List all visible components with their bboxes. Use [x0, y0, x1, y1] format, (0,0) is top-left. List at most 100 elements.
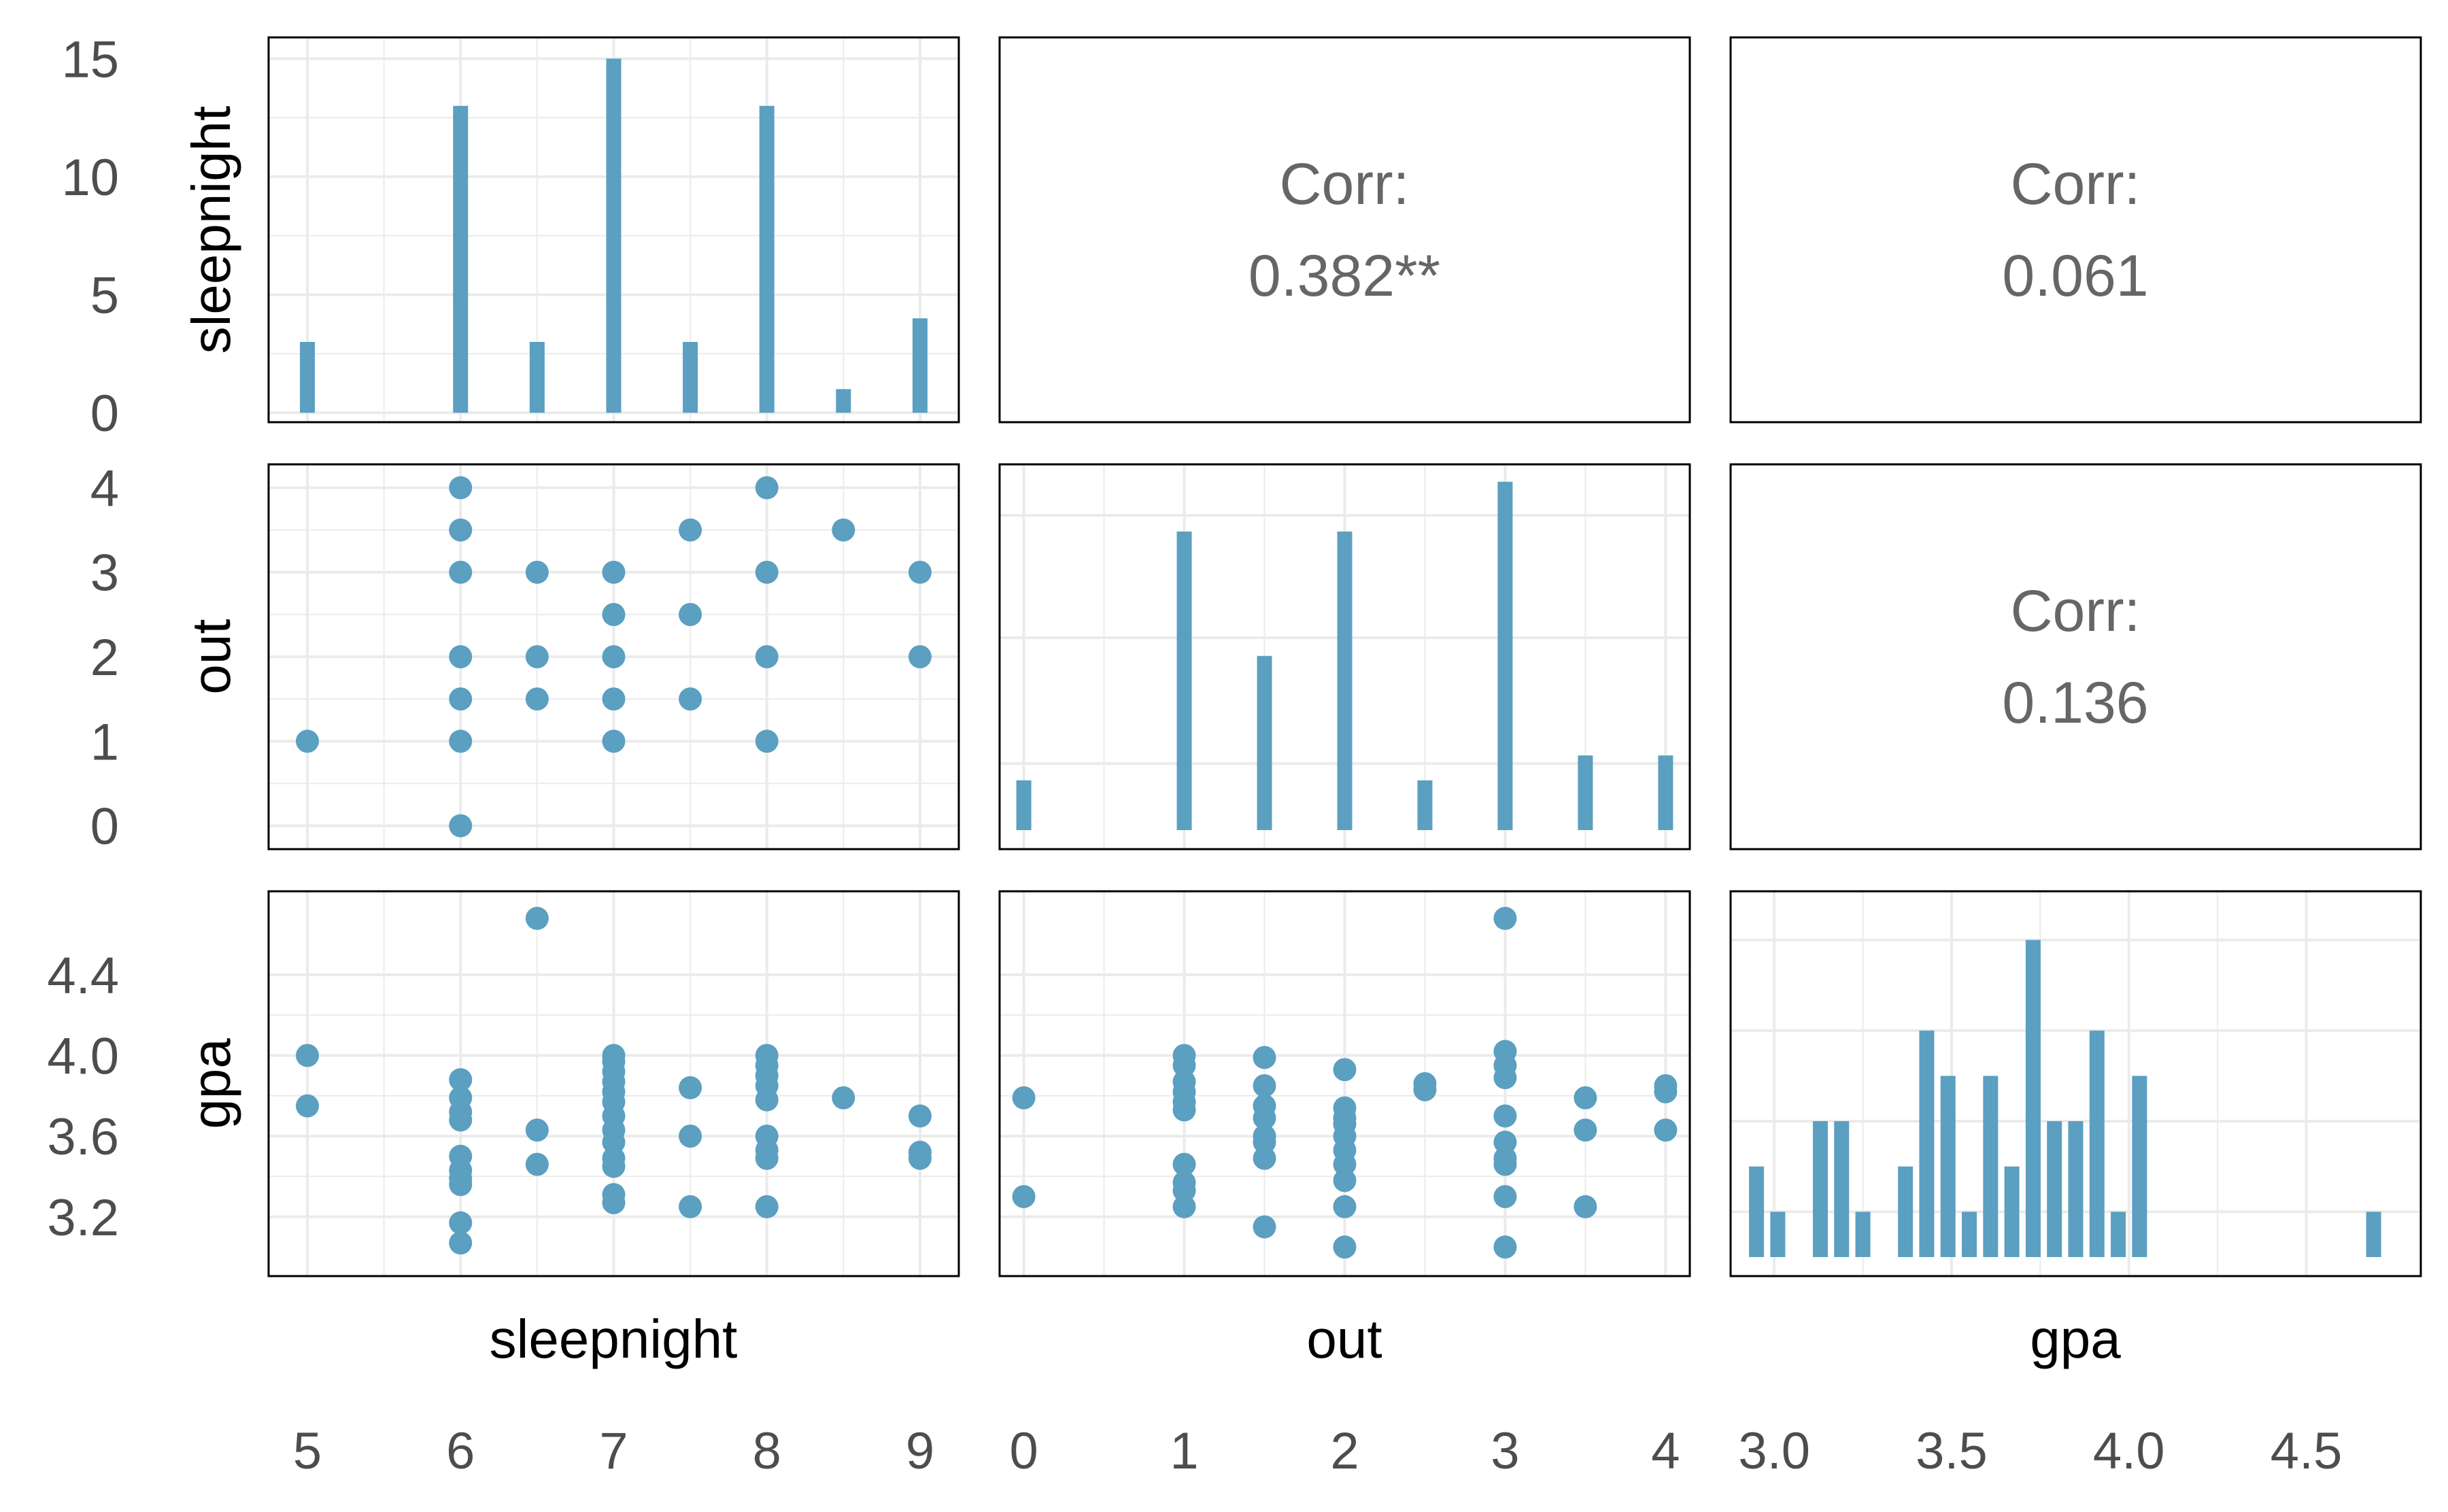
hist-bar-gpa	[2004, 1166, 2020, 1257]
corr-value-sleepnight-gpa: 0.061	[2002, 243, 2148, 309]
panel-frame-1-2	[998, 36, 1691, 424]
scatter-point-sleepnight-gpa	[679, 1124, 702, 1148]
row-label-out: out	[181, 619, 241, 694]
hist-bar-sleepnight	[300, 341, 316, 413]
scatter-point-sleepnight-gpa	[296, 1094, 320, 1118]
scatter-point-out-gpa	[1253, 1215, 1276, 1239]
y-tick-label-sleepnight: 15	[61, 31, 119, 88]
hist-bar-gpa	[1749, 1166, 1765, 1257]
y-tick-label-sleepnight: 10	[61, 149, 119, 207]
hist-bar-out	[1257, 655, 1272, 830]
scatter-point-out-gpa	[1493, 1235, 1517, 1259]
scatter-point-sleepnight-out	[679, 518, 702, 542]
scatter-point-out-gpa	[1493, 1104, 1517, 1128]
scatter-point-sleepnight-out	[602, 560, 626, 584]
scatter-point-sleepnight-out	[449, 560, 473, 584]
hist-bar-sleepnight	[683, 341, 698, 413]
scatter-point-out-gpa	[1172, 1098, 1196, 1122]
scatter-point-sleepnight-gpa	[755, 1146, 779, 1170]
scatter-point-sleepnight-out	[449, 814, 473, 838]
y-tick-label-gpa: 3.2	[47, 1189, 119, 1247]
scatter-point-sleepnight-out	[908, 645, 932, 668]
y-tick-label-sleepnight: 0	[90, 385, 119, 443]
hist-bar-gpa	[2111, 1212, 2126, 1257]
y-tick-label-out: 4	[90, 460, 119, 517]
scatter-point-sleepnight-out	[602, 729, 626, 753]
hist-bar-gpa	[1770, 1212, 1786, 1257]
scatter-point-sleepnight-out	[755, 729, 779, 753]
hist-bar-gpa	[1919, 1030, 1935, 1257]
scatter-point-out-gpa	[1253, 1106, 1276, 1130]
y-tick-label-gpa: 4.4	[47, 947, 119, 1005]
scatter-point-out-gpa	[1493, 1131, 1517, 1154]
scatter-point-sleepnight-gpa	[525, 1152, 549, 1176]
x-tick-label-sleepnight: 7	[599, 1422, 628, 1480]
scatter-point-sleepnight-gpa	[602, 1190, 626, 1214]
x-tick-label-out: 1	[1170, 1422, 1198, 1480]
scatter-point-sleepnight-out	[602, 602, 626, 626]
scatter-point-out-gpa	[1012, 1086, 1036, 1110]
scatter-point-sleepnight-out	[525, 645, 549, 668]
hist-bar-gpa	[1898, 1166, 1914, 1257]
scatter-point-out-gpa	[1654, 1118, 1678, 1142]
x-tick-label-gpa: 4.0	[2093, 1422, 2165, 1480]
scatter-point-sleepnight-gpa	[908, 1146, 932, 1170]
scatter-point-out-gpa	[1574, 1086, 1597, 1110]
hist-bar-out	[1658, 755, 1673, 830]
hist-bar-gpa	[1855, 1212, 1871, 1257]
scatter-point-sleepnight-out	[525, 687, 549, 711]
scatter-point-out-gpa	[1574, 1195, 1597, 1218]
y-tick-label-gpa: 3.6	[47, 1108, 119, 1166]
hist-bar-gpa	[1812, 1121, 1828, 1257]
x-tick-label-out: 2	[1330, 1422, 1359, 1480]
scatter-point-out-gpa	[1333, 1169, 1357, 1192]
panel-frame-2-1	[267, 463, 960, 850]
scatter-point-sleepnight-out	[449, 687, 473, 711]
scatter-point-out-gpa	[1333, 1195, 1357, 1218]
hist-bar-out	[1497, 481, 1513, 830]
scatter-point-sleepnight-out	[525, 560, 549, 584]
hist-bar-out	[1417, 780, 1433, 830]
scatter-point-sleepnight-out	[449, 518, 473, 542]
hist-bar-gpa	[2132, 1076, 2147, 1257]
scatter-point-sleepnight-gpa	[525, 906, 549, 930]
scatter-point-sleepnight-gpa	[755, 1088, 779, 1112]
scatter-point-sleepnight-gpa	[449, 1068, 473, 1092]
x-tick-label-sleepnight: 6	[446, 1422, 475, 1480]
hist-bar-out	[1578, 755, 1593, 830]
scatter-point-out-gpa	[1493, 906, 1517, 930]
hist-bar-gpa	[2047, 1121, 2062, 1257]
hist-bar-gpa	[1940, 1076, 1956, 1257]
scatter-point-sleepnight-gpa	[449, 1108, 473, 1132]
panel-frames	[267, 36, 2422, 1277]
scatter-point-out-gpa	[1012, 1185, 1036, 1209]
hist-bar-sleepnight	[836, 389, 851, 413]
scatter-point-out-gpa	[1172, 1195, 1196, 1218]
hist-bar-out	[1016, 780, 1032, 830]
hist-bar-sleepnight	[529, 341, 545, 413]
scatter-point-sleepnight-gpa	[449, 1173, 473, 1197]
hist-bar-gpa	[2025, 940, 2041, 1257]
scatter-point-sleepnight-gpa	[525, 1118, 549, 1142]
scatter-point-sleepnight-gpa	[832, 1086, 855, 1110]
row-label-gpa: gpa	[181, 1038, 241, 1129]
corr-label-out-gpa: Corr:	[2010, 579, 2140, 644]
panel-frame-3-2	[998, 890, 1691, 1277]
scatter-point-sleepnight-out	[449, 645, 473, 668]
x-tick-label-gpa: 3.0	[1738, 1422, 1810, 1480]
panel-frame-3-3	[1729, 890, 2422, 1277]
column-label-sleepnight: sleepnight	[490, 1309, 738, 1369]
hist-bar-sleepnight	[606, 58, 622, 413]
corr-label-sleepnight-out: Corr:	[1279, 152, 1409, 217]
y-tick-label-out: 2	[90, 629, 119, 687]
hist-bar-gpa	[1834, 1121, 1850, 1257]
panel-frame-1-1	[267, 36, 960, 424]
scatter-point-out-gpa	[1654, 1080, 1678, 1103]
scatter-point-sleepnight-gpa	[755, 1195, 779, 1218]
scatter-point-out-gpa	[1574, 1118, 1597, 1142]
scatter-point-out-gpa	[1493, 1185, 1517, 1209]
scatter-point-out-gpa	[1493, 1066, 1517, 1090]
scatter-point-sleepnight-out	[755, 560, 779, 584]
scatter-point-out-gpa	[1172, 1054, 1196, 1078]
